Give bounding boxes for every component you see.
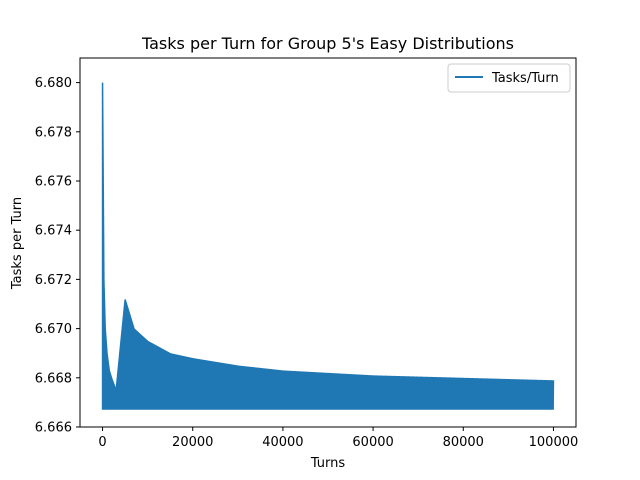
y-tick-label: 6.670	[35, 322, 72, 337]
x-tick-label: 0	[98, 435, 106, 450]
y-tick-label: 6.680	[35, 76, 72, 91]
y-axis: 6.666 6.668 6.670 6.672 6.674 6.676 6.678 6.680	[35, 76, 80, 436]
legend-label-tasks-turn: Tasks/Turn	[491, 71, 559, 86]
legend: Tasks/Turn	[447, 63, 571, 93]
x-tick-label: 60000	[352, 435, 393, 450]
x-axis: 0 20000 40000 60000 80000 100000	[98, 427, 578, 450]
y-tick-label: 6.674	[35, 224, 72, 239]
chart-title: Tasks per Turn for Group 5's Easy Distri…	[141, 34, 514, 53]
x-tick-label: 80000	[443, 435, 484, 450]
y-axis-label: Tasks per Turn	[10, 197, 25, 290]
y-tick-label: 6.666	[35, 421, 72, 436]
y-tick-label: 6.676	[35, 175, 72, 190]
y-tick-label: 6.672	[35, 273, 72, 288]
plot-area	[79, 57, 577, 428]
legend-box	[447, 63, 571, 93]
x-tick-label: 100000	[529, 435, 579, 450]
plot-frame	[79, 57, 577, 428]
series-line-tasks-turn	[101, 82, 555, 410]
x-tick-label: 40000	[262, 435, 303, 450]
y-tick-label: 6.668	[35, 371, 72, 386]
y-tick-label: 6.678	[35, 125, 72, 140]
x-axis-label: Turns	[310, 456, 346, 471]
series-layer	[101, 82, 555, 410]
x-tick-label: 20000	[172, 435, 213, 450]
